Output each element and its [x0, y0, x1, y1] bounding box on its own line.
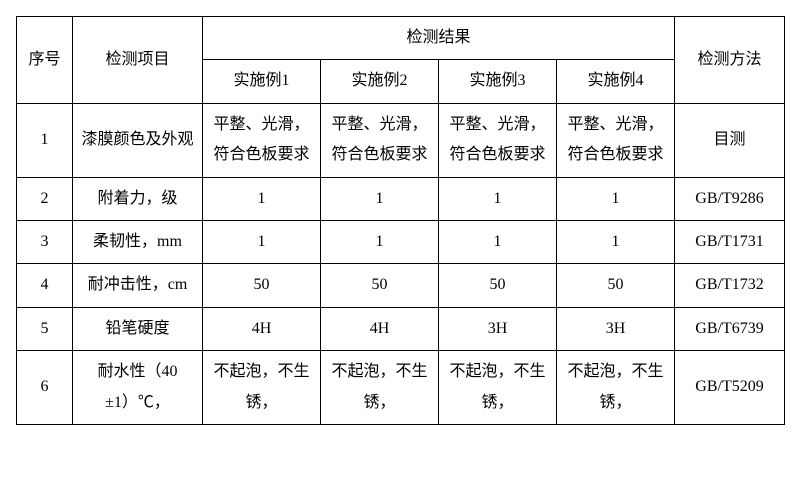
- cell-r2: 1: [321, 177, 439, 220]
- col-header-r2: 实施例2: [321, 60, 439, 103]
- cell-r3: 50: [439, 264, 557, 307]
- table-row: 2 附着力，级 1 1 1 1 GB/T9286: [17, 177, 785, 220]
- cell-r3: 3H: [439, 307, 557, 350]
- cell-r1: 不起泡，不生锈，: [203, 351, 321, 425]
- cell-r4: 平整、光滑，符合色板要求: [557, 103, 675, 177]
- table-row: 3 柔韧性，mm 1 1 1 1 GB/T1731: [17, 220, 785, 263]
- cell-r1: 1: [203, 220, 321, 263]
- cell-item: 柔韧性，mm: [73, 220, 203, 263]
- cell-r3: 1: [439, 177, 557, 220]
- cell-item: 耐水性（40±1）℃，: [73, 351, 203, 425]
- cell-seq: 4: [17, 264, 73, 307]
- col-header-seq: 序号: [17, 17, 73, 104]
- col-header-method: 检测方法: [675, 17, 785, 104]
- cell-seq: 1: [17, 103, 73, 177]
- table-row: 1 漆膜颜色及外观 平整、光滑，符合色板要求 平整、光滑，符合色板要求 平整、光…: [17, 103, 785, 177]
- cell-method: GB/T9286: [675, 177, 785, 220]
- cell-r2: 50: [321, 264, 439, 307]
- cell-method: GB/T1732: [675, 264, 785, 307]
- cell-item: 附着力，级: [73, 177, 203, 220]
- table-row: 6 耐水性（40±1）℃， 不起泡，不生锈， 不起泡，不生锈， 不起泡，不生锈，…: [17, 351, 785, 425]
- col-header-r3: 实施例3: [439, 60, 557, 103]
- results-table: 序号 检测项目 检测结果 检测方法 实施例1 实施例2 实施例3 实施例4 1 …: [16, 16, 785, 425]
- table-row: 4 耐冲击性，cm 50 50 50 50 GB/T1732: [17, 264, 785, 307]
- table-header: 序号 检测项目 检测结果 检测方法 实施例1 实施例2 实施例3 实施例4: [17, 17, 785, 104]
- cell-item: 耐冲击性，cm: [73, 264, 203, 307]
- cell-r2: 1: [321, 220, 439, 263]
- table-header-row-1: 序号 检测项目 检测结果 检测方法: [17, 17, 785, 60]
- cell-item: 漆膜颜色及外观: [73, 103, 203, 177]
- cell-r4: 不起泡，不生锈，: [557, 351, 675, 425]
- cell-r4: 1: [557, 177, 675, 220]
- col-header-r1: 实施例1: [203, 60, 321, 103]
- cell-r2: 平整、光滑，符合色板要求: [321, 103, 439, 177]
- cell-r3: 不起泡，不生锈，: [439, 351, 557, 425]
- cell-item: 铅笔硬度: [73, 307, 203, 350]
- cell-method: GB/T6739: [675, 307, 785, 350]
- cell-r1: 4H: [203, 307, 321, 350]
- cell-r3: 1: [439, 220, 557, 263]
- cell-r4: 3H: [557, 307, 675, 350]
- cell-seq: 3: [17, 220, 73, 263]
- cell-r4: 50: [557, 264, 675, 307]
- cell-r4: 1: [557, 220, 675, 263]
- cell-r2: 4H: [321, 307, 439, 350]
- col-header-item: 检测项目: [73, 17, 203, 104]
- cell-r3: 平整、光滑，符合色板要求: [439, 103, 557, 177]
- cell-seq: 2: [17, 177, 73, 220]
- cell-r1: 50: [203, 264, 321, 307]
- table-row: 5 铅笔硬度 4H 4H 3H 3H GB/T6739: [17, 307, 785, 350]
- col-header-results: 检测结果: [203, 17, 675, 60]
- cell-r1: 平整、光滑，符合色板要求: [203, 103, 321, 177]
- cell-method: GB/T5209: [675, 351, 785, 425]
- cell-method: GB/T1731: [675, 220, 785, 263]
- cell-r2: 不起泡，不生锈，: [321, 351, 439, 425]
- cell-method: 目测: [675, 103, 785, 177]
- col-header-r4: 实施例4: [557, 60, 675, 103]
- cell-seq: 6: [17, 351, 73, 425]
- cell-seq: 5: [17, 307, 73, 350]
- table-body: 1 漆膜颜色及外观 平整、光滑，符合色板要求 平整、光滑，符合色板要求 平整、光…: [17, 103, 785, 424]
- cell-r1: 1: [203, 177, 321, 220]
